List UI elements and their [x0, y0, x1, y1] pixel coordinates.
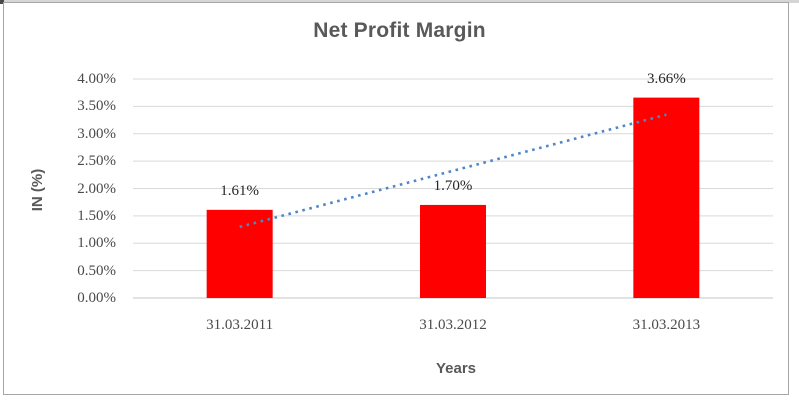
x-tick-label: 31.03.2013: [632, 317, 701, 333]
y-tick-label: 2.50%: [77, 153, 116, 170]
y-tick-label: 1.50%: [77, 207, 116, 224]
trendline: [239, 113, 667, 229]
bar-31.03.2013: [633, 97, 700, 299]
x-tick-label: 31.03.2012: [419, 317, 487, 333]
x-tick-label: 31.03.2011: [206, 317, 274, 333]
y-tick-label: 0.50%: [77, 262, 116, 279]
y-tick-label: 3.00%: [77, 125, 116, 142]
y-tick-label: 1.00%: [77, 235, 116, 252]
data-label: 1.61%: [220, 182, 260, 199]
data-label: 1.70%: [433, 177, 473, 194]
bar-31.03.2012: [420, 204, 486, 298]
y-tick-label: 4.00%: [77, 71, 116, 87]
window-edge-strip: [0, 0, 799, 3]
chart-title: Net Profit Margin: [313, 19, 486, 42]
y-tick-label: 2.00%: [77, 180, 116, 197]
x-axis-title: Years: [435, 360, 477, 377]
window-corner-artifact: [0, 0, 4, 4]
bar-31.03.2011: [206, 209, 273, 298]
y-tick-label: 0.00%: [77, 290, 116, 306]
y-tick-label: 3.50%: [77, 98, 116, 115]
data-label: 3.66%: [646, 70, 686, 87]
